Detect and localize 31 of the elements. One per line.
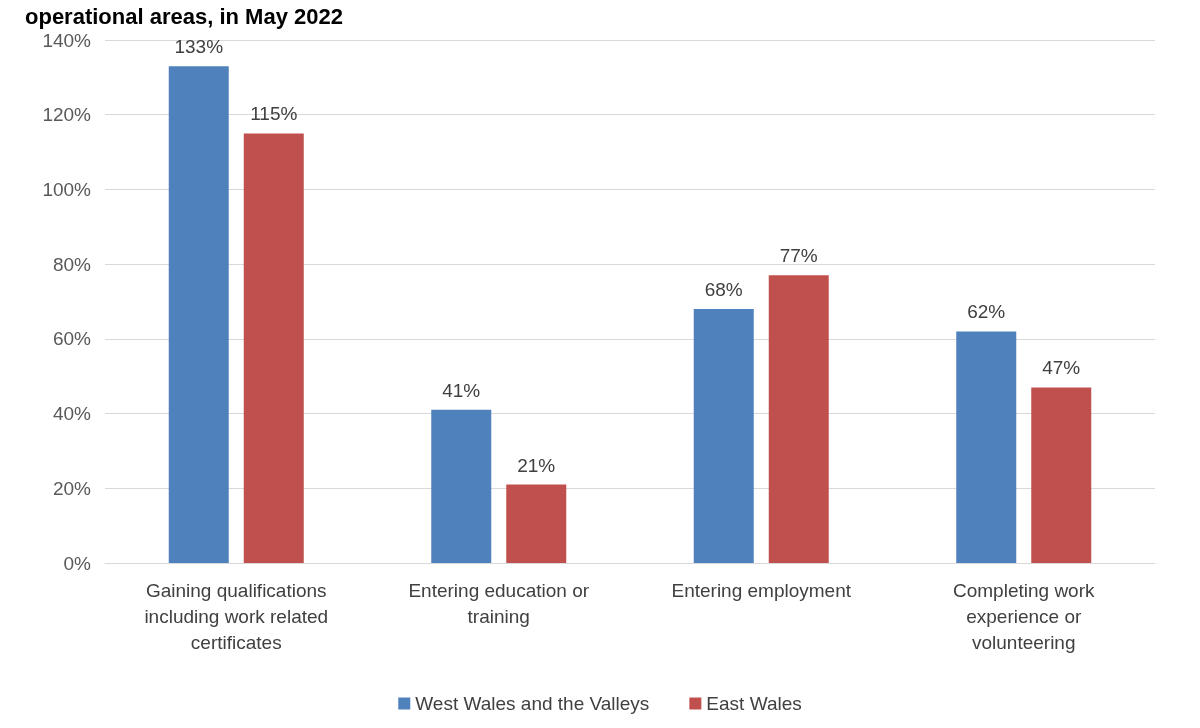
bar — [506, 484, 567, 563]
data-label: 115% — [250, 103, 298, 125]
legend-label: West Wales and the Valleys — [415, 693, 650, 714]
bar — [243, 133, 304, 563]
data-label: 62% — [967, 301, 1006, 323]
y-tick-label: 40% — [52, 403, 92, 425]
legend-label: East Wales — [706, 693, 802, 714]
data-label: 68% — [704, 278, 743, 300]
data-label: 77% — [779, 245, 818, 267]
chart-title: operational areas, in May 2022 — [25, 3, 343, 29]
bar — [693, 308, 754, 563]
bar — [768, 275, 829, 563]
y-tick-label: 120% — [42, 104, 92, 126]
y-tick-label: 100% — [42, 178, 92, 200]
y-tick-label: 0% — [63, 552, 92, 574]
x-tick-label: Gaining qualifications including work related certificates — [144, 579, 329, 653]
bar — [168, 66, 229, 563]
bar — [431, 409, 492, 563]
y-tick-label: 140% — [42, 29, 92, 51]
x-tick-label: Completing work experience or volunteering — [953, 579, 1095, 653]
x-tick-label: Entering education or training — [408, 579, 590, 627]
y-tick-label: 20% — [52, 477, 92, 499]
y-tick-label: 60% — [52, 328, 92, 350]
bar — [1031, 387, 1092, 563]
data-label: 21% — [517, 454, 556, 476]
data-label: 133% — [174, 36, 224, 58]
data-label: 47% — [1042, 357, 1081, 379]
bar — [956, 331, 1017, 563]
data-label: 41% — [442, 379, 481, 401]
y-tick-label: 80% — [52, 253, 92, 275]
x-tick-label: Entering employment — [671, 579, 852, 601]
